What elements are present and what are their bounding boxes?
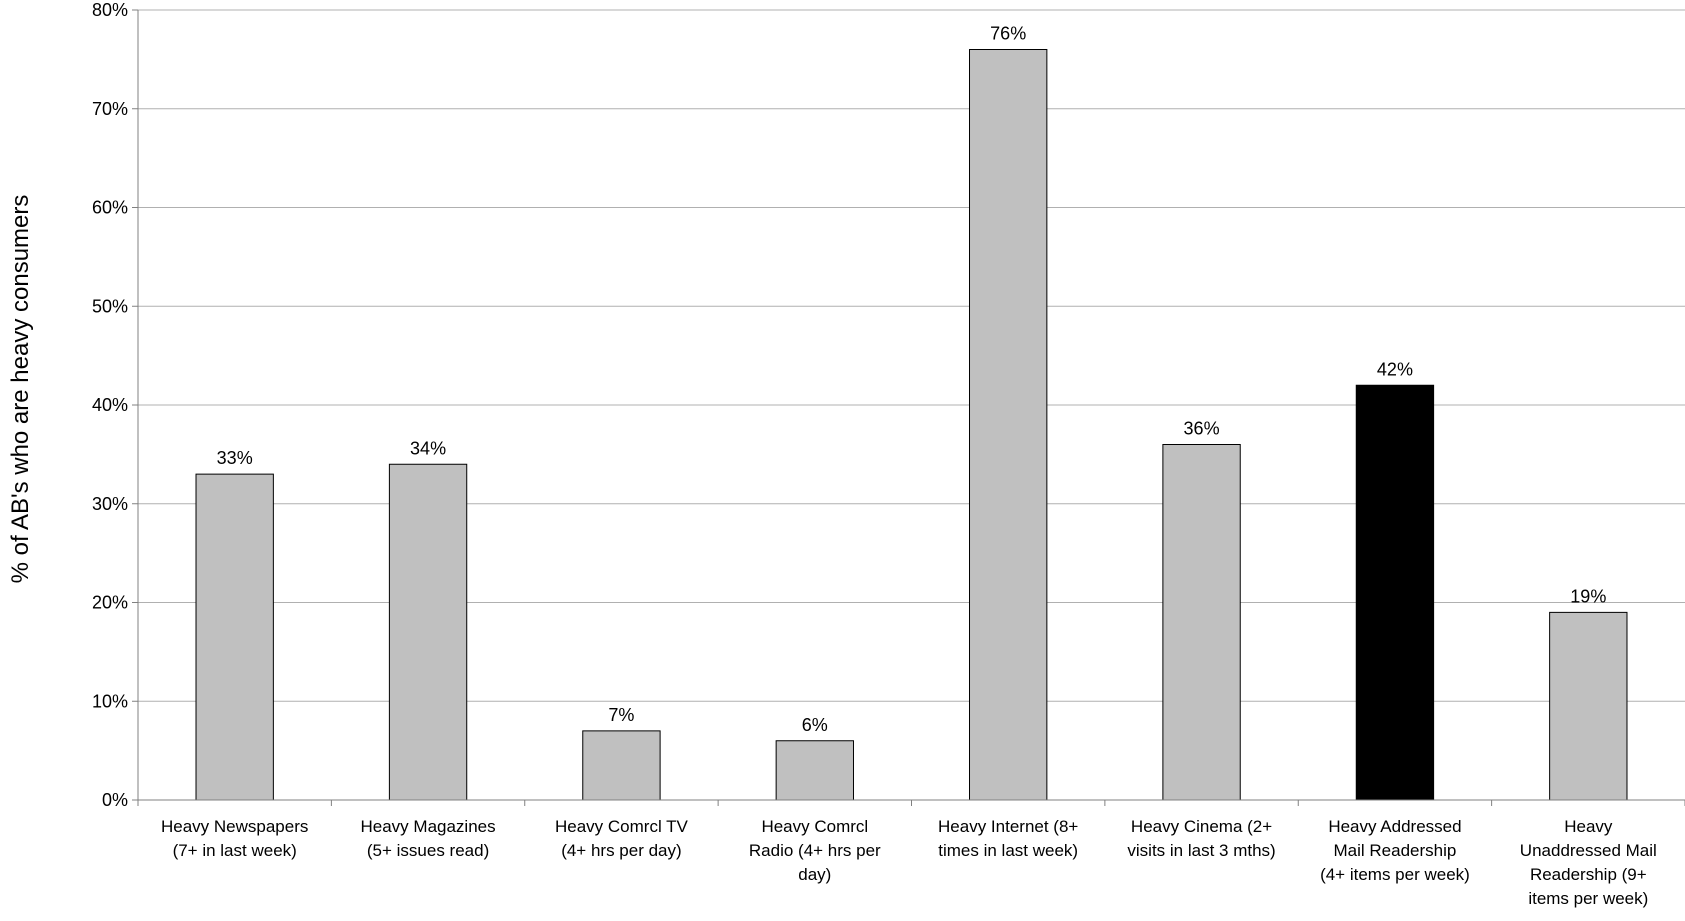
y-axis-title: % of AB's who are heavy consumers [7,195,34,584]
y-tick-label: 10% [92,691,128,711]
y-tick-label: 80% [92,0,128,20]
y-tick-label: 40% [92,395,128,415]
data-label: 36% [1184,419,1220,439]
axes [132,9,1685,806]
bar [775,740,854,801]
gridlines [138,9,1685,702]
x-tick-label: Heavy Comrcl TV (4+ hrs per day) [555,817,689,860]
bars [195,49,1628,801]
data-label: 76% [990,24,1026,44]
x-tick-label: Heavy Comrcl Radio (4+ hrs per day) [749,817,881,884]
x-tick-label: Heavy Internet (8+ times in last week) [938,817,1078,860]
labels: 0% 10% 20% 30% 40% 50% 60% 70% 80% 33% Heavy Newsp… [92,0,1657,908]
bar [1162,444,1241,801]
data-label: 42% [1377,359,1413,379]
data-label: 6% [802,715,828,735]
data-label: 33% [217,448,253,468]
y-tick-label: 50% [92,296,128,316]
y-tick-label: 70% [92,99,128,119]
bar [582,730,661,801]
y-tick-label: 30% [92,494,128,514]
data-label: 7% [608,705,634,725]
x-tick-label: Heavy Addressed Mail Readership (4+ items … [1320,817,1470,884]
bar [195,473,274,801]
bar [969,49,1048,801]
y-tick-label: 20% [92,593,128,613]
bar [1549,611,1628,801]
x-tick-label: Heavy Cinema (2+ visits in last 3 mths) [1127,817,1275,860]
x-tick-label: Heavy Newspapers (7+ in last week) [161,817,308,860]
y-tick-label: 60% [92,198,128,218]
bar [1355,384,1435,801]
data-label: 34% [410,438,446,458]
x-tick-label: Heavy Unaddressed Mail Readership (9+ items… [1520,817,1657,908]
y-tick-label: 0% [102,790,128,810]
x-tick-label: Heavy Magazines (5+ issues read) [361,817,496,860]
bar [388,463,468,801]
data-label: 19% [1570,586,1606,606]
